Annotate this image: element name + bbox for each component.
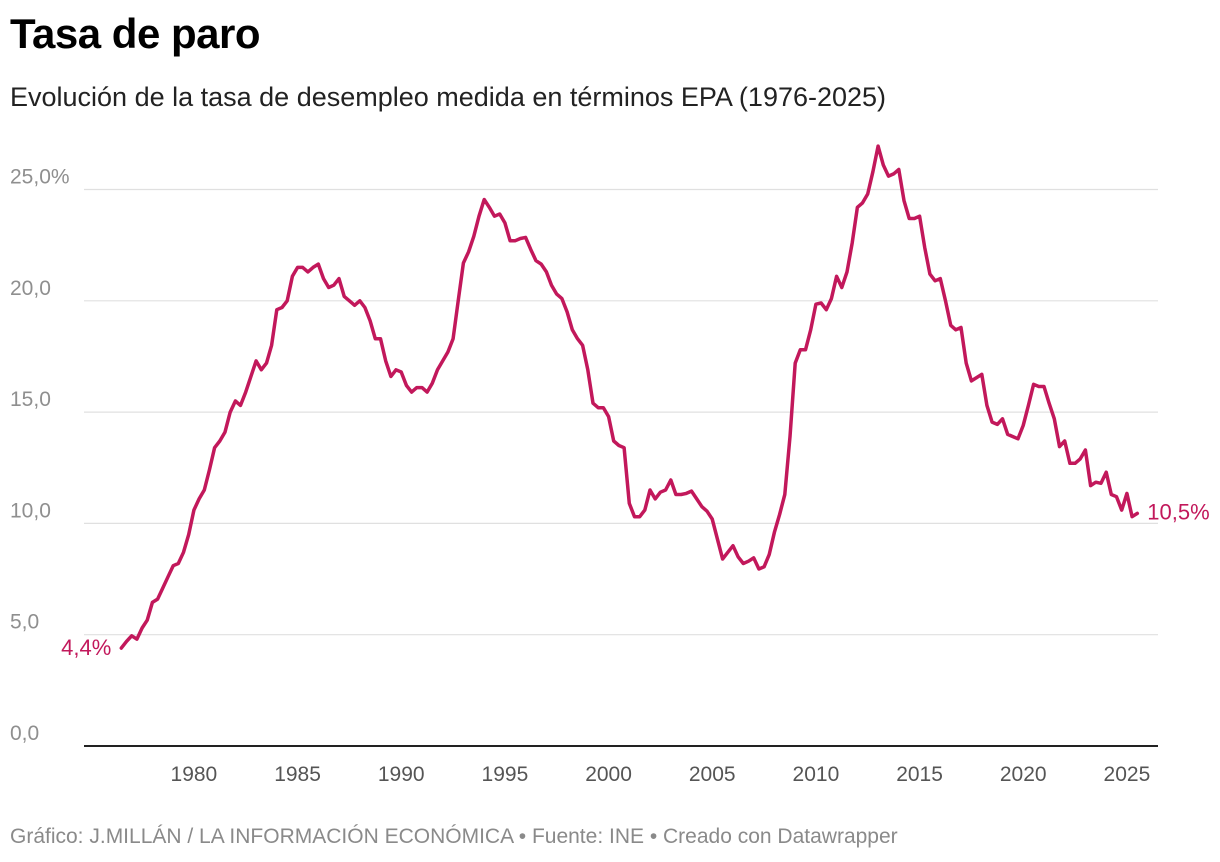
x-tick-label: 2005 — [689, 763, 736, 786]
annotations: 4,4% 10,5% — [61, 499, 1209, 660]
y-tick-label: 10,0 — [10, 499, 51, 522]
chart-title: Tasa de paro — [10, 10, 260, 57]
x-axis-ticks: 1980 1985 1990 1995 2000 2005 2010 2015 2020 2025 — [171, 763, 1151, 786]
y-tick-label: 0,0 — [10, 722, 39, 745]
series-group — [119, 144, 1140, 650]
series-line — [119, 144, 1140, 650]
x-tick-label: 1990 — [378, 763, 425, 786]
start-value-label: 4,4% — [61, 635, 111, 660]
y-tick-label: 5,0 — [10, 611, 39, 634]
x-tick-label: 1980 — [171, 763, 218, 786]
x-tick-label: 1985 — [274, 763, 321, 786]
x-tick-label: 2015 — [896, 763, 943, 786]
end-value-label: 10,5% — [1147, 499, 1209, 524]
x-tick-label: 1995 — [482, 763, 529, 786]
grid-lines — [84, 188, 1158, 636]
x-tick-label: 2000 — [585, 763, 632, 786]
x-tick-label: 2025 — [1104, 763, 1151, 786]
y-tick-label: 15,0 — [10, 388, 51, 411]
y-tick-label: 20,0 — [10, 277, 51, 300]
chart-subtitle: Evolución de la tasa de desempleo medida… — [10, 82, 887, 112]
x-tick-label: 2010 — [793, 763, 840, 786]
y-axis-ticks: 0,0 5,0 10,0 15,0 20,0 25,0% — [10, 166, 70, 745]
footer-credit: Gráfico: J.MILLÁN / LA INFORMACIÓN ECONÓ… — [10, 825, 898, 848]
x-tick-label: 2020 — [1000, 763, 1047, 786]
y-tick-label: 25,0% — [10, 166, 70, 189]
